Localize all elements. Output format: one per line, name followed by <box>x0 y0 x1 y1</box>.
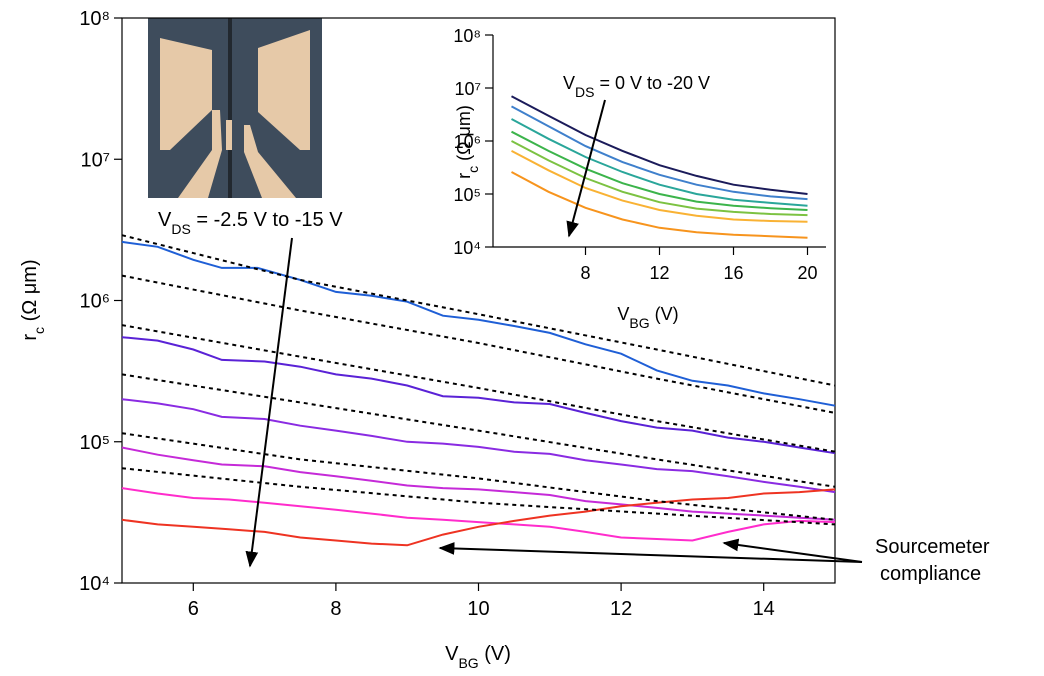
text-part: (V) <box>479 643 511 665</box>
dashed-line <box>121 274 836 414</box>
y-tick-label: 10⁷ <box>81 149 110 171</box>
dashed-line <box>121 373 836 488</box>
subscript: BG <box>458 655 478 671</box>
x-tick-label: 10 <box>467 598 489 620</box>
text-part: V <box>617 304 629 324</box>
annotation: Sourcemeter <box>875 536 990 558</box>
text-part: r <box>454 173 474 179</box>
data-line <box>121 336 836 455</box>
x-tick-label: 14 <box>753 598 775 620</box>
annotation: VDS = 0 V to -20 V <box>563 73 710 100</box>
dashed-line <box>121 432 836 521</box>
x-axis-label: VBG (V) <box>617 304 678 331</box>
y-tick-label: 10⁸ <box>453 26 481 46</box>
data-line <box>121 240 836 407</box>
x-tick-label: 20 <box>797 263 817 283</box>
x-tick-label: 6 <box>188 598 199 620</box>
data-line <box>511 171 808 239</box>
y-tick-label: 10⁵ <box>79 432 110 454</box>
data-line <box>121 487 836 542</box>
text-part: V <box>445 643 459 665</box>
data-line <box>511 118 808 207</box>
x-tick-label: 8 <box>580 263 590 283</box>
subscript: DS <box>575 84 594 100</box>
annotation: VDS = -2.5 V to -15 V <box>158 209 343 237</box>
y-tick-label: 10⁸ <box>79 8 110 30</box>
x-tick-label: 12 <box>649 263 669 283</box>
text-part: V <box>158 209 172 231</box>
text-part: r <box>19 334 41 341</box>
y-tick-label: 10⁴ <box>79 573 110 595</box>
y-tick-label: 10⁷ <box>454 79 481 99</box>
y-tick-label: 10⁵ <box>454 185 481 205</box>
text-part: (Ω μm) <box>19 259 41 327</box>
data-line <box>511 140 808 217</box>
data-line <box>511 95 808 195</box>
data-line <box>511 130 808 211</box>
text-part: (V) <box>650 304 679 324</box>
device-photo <box>148 18 322 198</box>
text-part: = -2.5 V to -15 V <box>191 209 343 231</box>
x-tick-label: 8 <box>330 598 341 620</box>
dashed-line <box>121 324 836 453</box>
subscript: c <box>31 327 47 334</box>
data-line <box>121 446 836 521</box>
x-tick-label: 12 <box>610 598 632 620</box>
dashed-line <box>121 234 836 387</box>
text-part: = 0 V to -20 V <box>594 73 710 93</box>
y-tick-label: 10⁴ <box>453 238 481 258</box>
arrows <box>245 99 863 568</box>
text-part: (Ω μm) <box>454 105 474 166</box>
y-axis-label: rc (Ω μm) <box>454 105 481 179</box>
text-part: V <box>563 73 575 93</box>
x-axis-label: VBG (V) <box>445 643 511 671</box>
subscript: c <box>465 166 481 173</box>
data-line <box>511 105 808 201</box>
annotation: compliance <box>880 563 981 585</box>
subscript: DS <box>171 221 190 237</box>
x-tick-label: 16 <box>723 263 743 283</box>
data-line <box>121 398 836 494</box>
subscript: BG <box>629 315 649 331</box>
y-axis-label: rc (Ω μm) <box>19 259 47 340</box>
y-tick-label: 10⁶ <box>454 132 481 152</box>
data-line <box>511 150 808 223</box>
y-tick-label: 10⁶ <box>80 291 110 313</box>
data-line <box>121 488 836 547</box>
